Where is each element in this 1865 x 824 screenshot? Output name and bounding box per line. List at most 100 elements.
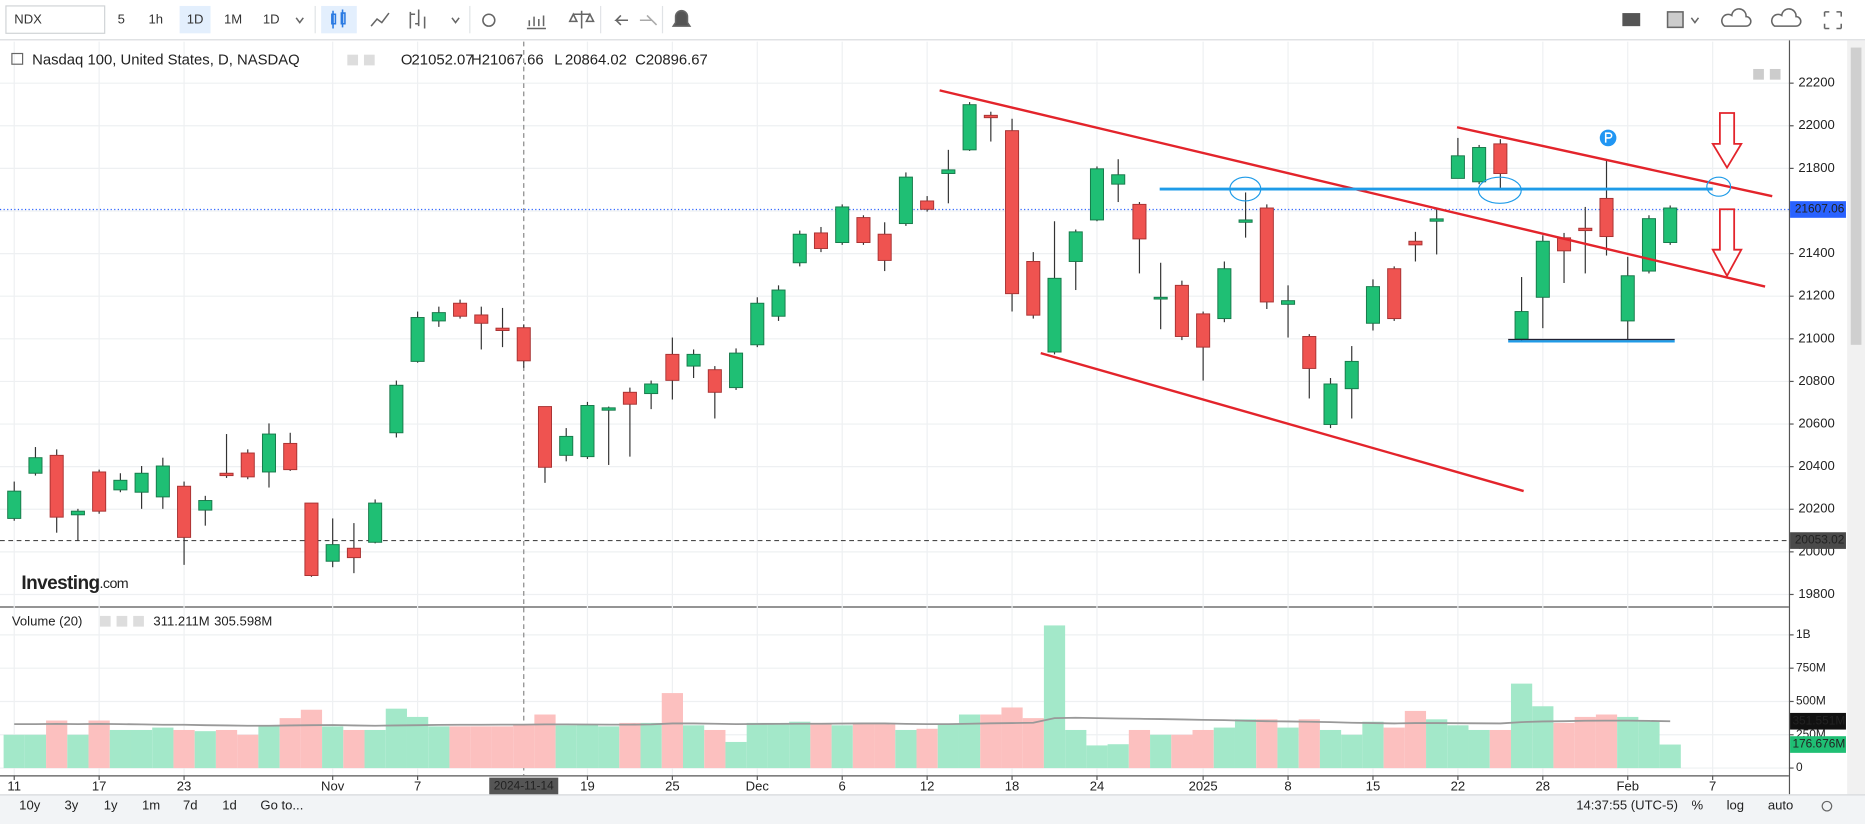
range-button[interactable]: Go to...: [260, 798, 303, 813]
indicators-icon[interactable]: [526, 15, 546, 30]
scale-option[interactable]: %: [1691, 798, 1703, 813]
range-button[interactable]: 3y: [64, 798, 78, 813]
volume-bar: [1638, 720, 1660, 769]
scale-option[interactable]: log: [1727, 798, 1744, 813]
volume-tick-label: 500M: [1796, 694, 1826, 708]
legend-icon[interactable]: [99, 615, 111, 627]
volume-bar: [67, 734, 89, 769]
marker-p-letter: [1604, 132, 1613, 143]
interval-button[interactable]: 1D: [187, 12, 204, 27]
range-button[interactable]: 7d: [183, 798, 198, 813]
candle-body: [1429, 218, 1444, 222]
volume-bar: [937, 724, 959, 769]
save-icon[interactable]: [1770, 8, 1802, 27]
legend-icon[interactable]: [347, 54, 359, 66]
pane-button[interactable]: [1769, 68, 1781, 80]
interval-dropdown[interactable]: [295, 17, 304, 24]
redo-icon[interactable]: [639, 14, 658, 26]
ellipse: [1229, 176, 1262, 202]
y-tick-label: 22000: [1798, 117, 1834, 132]
volume-bar: [1065, 729, 1087, 769]
candle-body: [410, 317, 425, 362]
volume-marker-label: 351.551M: [1792, 713, 1845, 727]
ohlc-letter: H: [471, 53, 482, 69]
candles-icon[interactable]: [331, 9, 346, 29]
range-button[interactable]: 1d: [222, 798, 237, 813]
pane-button[interactable]: [1753, 68, 1764, 80]
ohlc-value: 20864.02: [565, 53, 627, 69]
legend-icon[interactable]: [133, 615, 144, 627]
bars-icon[interactable]: [409, 9, 426, 29]
candle-body: [537, 406, 553, 468]
candle-body: [1302, 335, 1317, 369]
candle-body: [1472, 147, 1487, 183]
line-icon[interactable]: [370, 12, 390, 27]
grid: [0, 41, 1794, 781]
range-button[interactable]: 1y: [104, 798, 118, 813]
symbol-input[interactable]: [5, 5, 106, 34]
volume-bar: [343, 729, 365, 769]
volume-bar: [810, 722, 832, 769]
interval-button[interactable]: 1h: [149, 12, 164, 27]
fullscreen-icon[interactable]: [1823, 11, 1842, 30]
volume-bar: [874, 722, 896, 769]
layout-icon[interactable]: [1666, 11, 1684, 29]
y-tick-label: 21000: [1798, 330, 1834, 345]
scale-option[interactable]: auto: [1768, 798, 1793, 813]
x-tick-label: 28: [1536, 779, 1551, 794]
dropdown-icon[interactable]: [451, 17, 460, 24]
range-button[interactable]: 1m: [142, 798, 160, 813]
candle-body: [771, 289, 786, 317]
volume-bar: [1150, 734, 1172, 769]
ohlc-value: 21067.66: [482, 53, 544, 69]
legend-icon[interactable]: [116, 615, 128, 627]
ohlc-value: 21052.07: [412, 53, 474, 69]
volume-bar: [1192, 729, 1214, 769]
candle-body: [920, 200, 935, 210]
candle-body: [1132, 203, 1147, 240]
x-tick-label: Feb: [1616, 779, 1639, 794]
settings-icon[interactable]: [482, 13, 496, 27]
active-tool-bg: [321, 5, 357, 34]
undo-icon[interactable]: [614, 14, 629, 26]
y-tick-label: 20800: [1798, 373, 1834, 388]
volume-bar: [173, 729, 195, 769]
candle-body: [1111, 174, 1126, 185]
layout-dropdown[interactable]: [1690, 17, 1700, 24]
candle-body: [622, 391, 637, 405]
volume-bar: [1574, 716, 1596, 769]
x-tick-label: 7: [414, 779, 421, 794]
arrow: [1711, 208, 1743, 278]
watermark: Investing.com: [21, 573, 128, 594]
x-tick-label: 18: [1005, 779, 1020, 794]
volume-bar: [279, 718, 301, 769]
interval-button[interactable]: 1D: [263, 12, 280, 27]
y-tick-label: 20200: [1798, 501, 1834, 516]
watermark-brand: Investing: [21, 573, 99, 594]
load-icon[interactable]: [1721, 8, 1752, 27]
candle-body: [707, 369, 722, 393]
candles: [7, 102, 1678, 577]
candle-body: [644, 383, 659, 395]
legend-icon[interactable]: [363, 54, 375, 66]
compare-icon[interactable]: [568, 10, 595, 29]
x-tick-label: 17: [92, 779, 107, 794]
snapshot-icon[interactable]: [1622, 13, 1641, 27]
interval-button[interactable]: 1M: [224, 12, 242, 27]
volume-bar: [1319, 729, 1342, 769]
volume-bar: [1022, 718, 1044, 769]
volume-bar: [1383, 727, 1405, 769]
candle-body: [28, 457, 43, 474]
collapse-icon[interactable]: [11, 52, 24, 65]
volume-bar: [1107, 744, 1129, 769]
price-marker-bg: [1790, 201, 1846, 218]
scroll-thumb[interactable]: [1850, 47, 1862, 345]
alert-icon[interactable]: [671, 9, 692, 27]
symbol[interactable]: NDX: [14, 12, 42, 27]
interval-button[interactable]: 5: [118, 12, 125, 27]
candle-body: [792, 233, 807, 264]
volume-bar: [258, 726, 280, 769]
range-button[interactable]: 10y: [19, 798, 41, 813]
settings-icon[interactable]: [1821, 800, 1833, 812]
candle-body: [1196, 313, 1211, 348]
